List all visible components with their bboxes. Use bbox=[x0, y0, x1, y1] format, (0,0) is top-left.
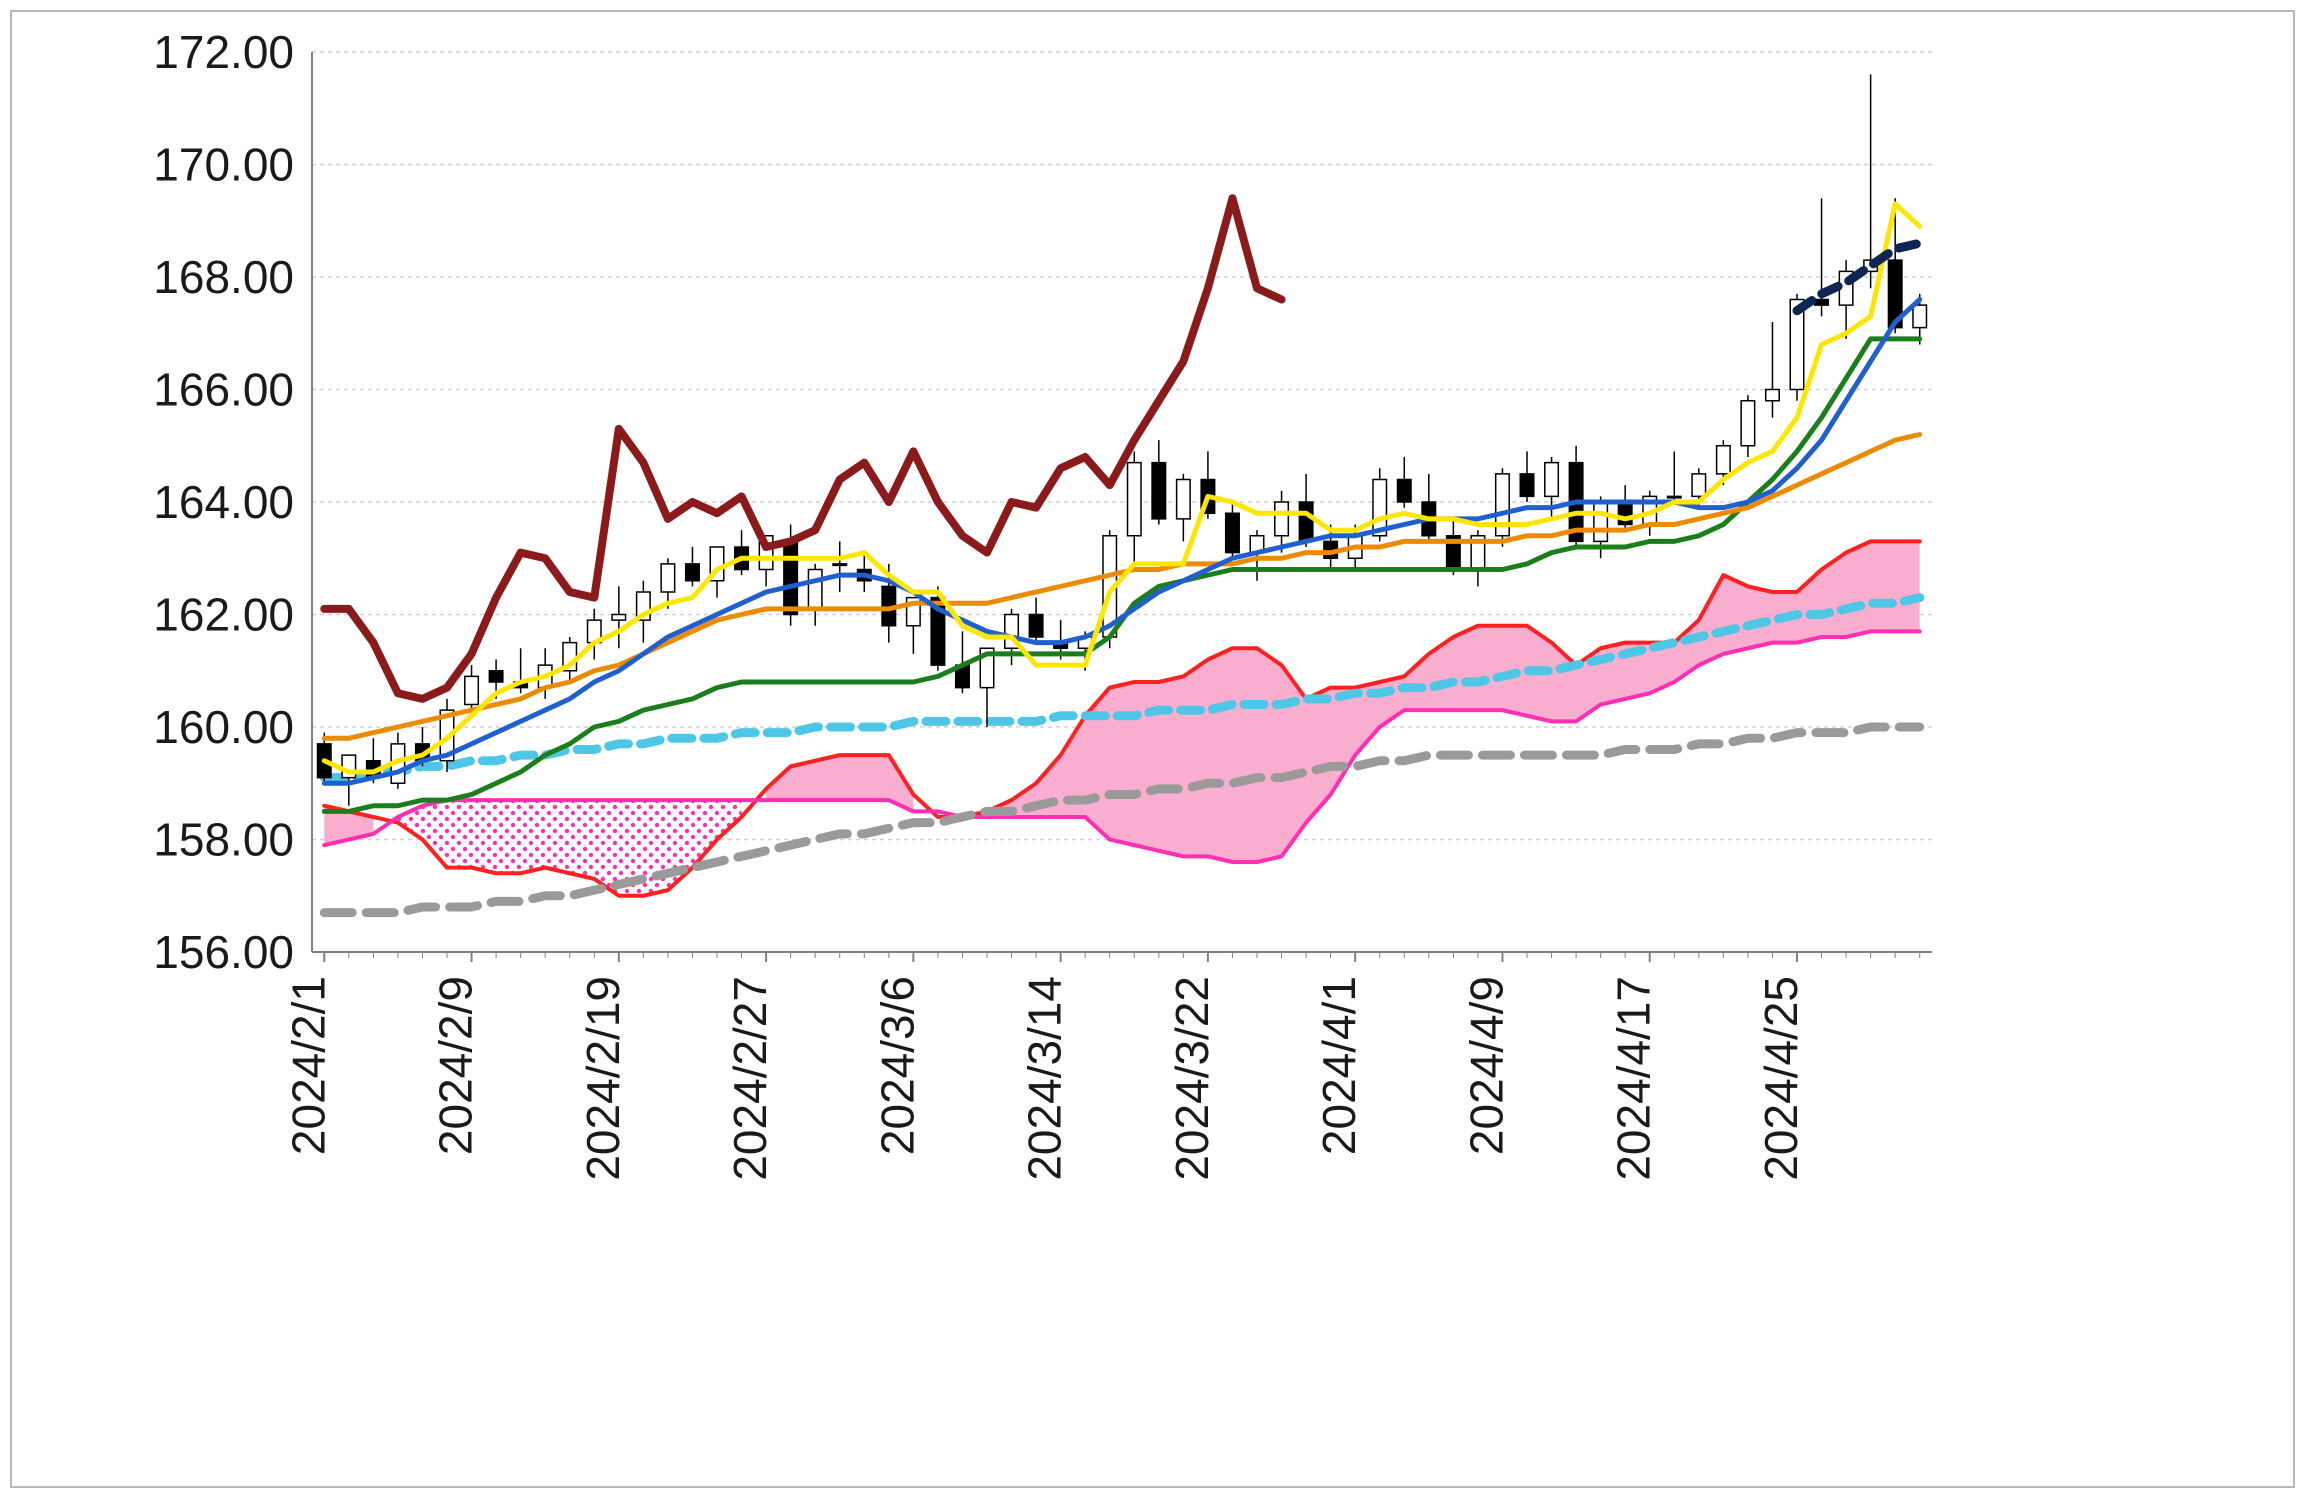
y-tick-label: 156.00 bbox=[153, 926, 294, 978]
candle-body bbox=[1398, 480, 1412, 503]
candle-body bbox=[661, 564, 675, 592]
x-tick-label: 2024/2/9 bbox=[430, 976, 482, 1155]
y-tick-label: 172.00 bbox=[153, 26, 294, 78]
candle-body bbox=[465, 676, 479, 704]
candle-body bbox=[489, 671, 503, 682]
plot-area: 156.00 158.00 160.00 162.00 164.00 166.00 168.… bbox=[12, 12, 2293, 1486]
candle-body bbox=[1692, 474, 1706, 497]
candle-body bbox=[1275, 502, 1289, 536]
ichimoku-cloud bbox=[398, 800, 742, 896]
x-tick-label: 2024/3/6 bbox=[871, 976, 923, 1155]
candle-body bbox=[1594, 502, 1608, 541]
candle-body bbox=[1913, 305, 1927, 328]
candle-body bbox=[1520, 474, 1534, 497]
candle-body bbox=[1545, 463, 1559, 497]
chikou-darkred bbox=[324, 198, 1281, 699]
x-tick-label: 2024/3/22 bbox=[1166, 976, 1218, 1181]
x-tick-label: 2024/4/1 bbox=[1313, 976, 1365, 1155]
candle-body bbox=[1226, 513, 1240, 552]
y-tick-label: 158.00 bbox=[153, 814, 294, 866]
x-tick-label: 2024/2/1 bbox=[282, 976, 334, 1155]
candle-body bbox=[612, 615, 626, 621]
x-tick-label: 2024/4/25 bbox=[1755, 976, 1807, 1181]
chart-frame: 156.00 158.00 160.00 162.00 164.00 166.00 168.… bbox=[10, 10, 2295, 1488]
y-tick-label: 164.00 bbox=[153, 476, 294, 528]
x-tick-label: 2024/4/9 bbox=[1460, 976, 1512, 1155]
candle-body bbox=[1717, 446, 1731, 474]
y-tick-label: 166.00 bbox=[153, 364, 294, 416]
y-tick-label: 162.00 bbox=[153, 589, 294, 641]
x-tick-label: 2024/4/17 bbox=[1608, 976, 1660, 1181]
y-tick-label: 168.00 bbox=[153, 251, 294, 303]
x-tick-label: 2024/3/14 bbox=[1019, 976, 1071, 1181]
x-tick-label: 2024/2/19 bbox=[577, 976, 629, 1181]
candle-body bbox=[1152, 463, 1166, 519]
candle-body bbox=[1029, 615, 1043, 638]
candle-body bbox=[1741, 401, 1755, 446]
candle-body bbox=[1815, 300, 1829, 306]
candle-body bbox=[784, 541, 798, 614]
y-tick-label: 160.00 bbox=[153, 701, 294, 753]
y-tick-label: 170.00 bbox=[153, 139, 294, 191]
candle-body bbox=[1766, 390, 1780, 401]
candle-body bbox=[686, 564, 700, 581]
candle-body bbox=[833, 564, 847, 566]
x-tick-label: 2024/2/27 bbox=[724, 976, 776, 1181]
candle-body bbox=[1128, 463, 1142, 536]
candle-body bbox=[1177, 480, 1191, 519]
candle-body bbox=[1668, 496, 1682, 498]
candle-body bbox=[808, 570, 822, 609]
candle-body bbox=[1299, 502, 1313, 541]
